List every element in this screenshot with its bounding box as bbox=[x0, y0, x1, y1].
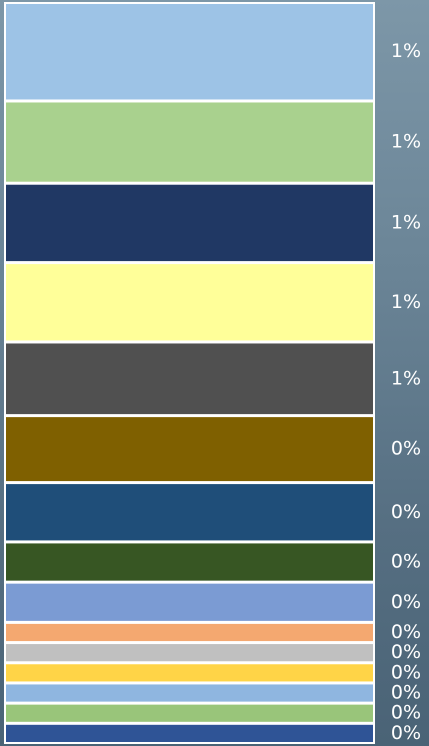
bar-segment-14 bbox=[6, 704, 373, 722]
bar-segment-4 bbox=[6, 264, 373, 341]
segment-label-10: 0% bbox=[391, 621, 421, 643]
bar-segment-5 bbox=[6, 343, 373, 415]
bar-segment-3 bbox=[6, 184, 373, 262]
bar-segment-8 bbox=[6, 543, 373, 581]
bar-segments bbox=[4, 2, 375, 744]
bar-segment-13 bbox=[6, 684, 373, 702]
bar-segment-11 bbox=[6, 644, 373, 662]
bar-segment-6 bbox=[6, 417, 373, 482]
bar-segment-15 bbox=[6, 724, 373, 742]
segment-label-4: 1% bbox=[391, 291, 421, 313]
segment-label-12: 0% bbox=[391, 661, 421, 683]
bar-segment-12 bbox=[6, 664, 373, 682]
bar-segment-1 bbox=[6, 4, 373, 100]
segment-label-9: 0% bbox=[391, 591, 421, 613]
segment-label-6: 0% bbox=[391, 438, 421, 460]
bar-segment-7 bbox=[6, 484, 373, 541]
bar-segment-10 bbox=[6, 623, 373, 642]
segment-label-1: 1% bbox=[391, 40, 421, 62]
segment-label-2: 1% bbox=[391, 131, 421, 153]
segment-label-14: 0% bbox=[391, 702, 421, 724]
segment-label-8: 0% bbox=[391, 551, 421, 573]
segment-label-13: 0% bbox=[391, 682, 421, 704]
segment-labels: 1%1%1%1%1%0%0%0%0%0%0%0%0%0%0% bbox=[391, 40, 421, 744]
segment-label-5: 1% bbox=[391, 367, 421, 389]
segment-label-15: 0% bbox=[391, 722, 421, 744]
segment-label-11: 0% bbox=[391, 641, 421, 663]
segment-label-7: 0% bbox=[391, 501, 421, 523]
bar-segment-2 bbox=[6, 102, 373, 182]
segment-label-3: 1% bbox=[391, 211, 421, 233]
bar-segment-9 bbox=[6, 583, 373, 621]
